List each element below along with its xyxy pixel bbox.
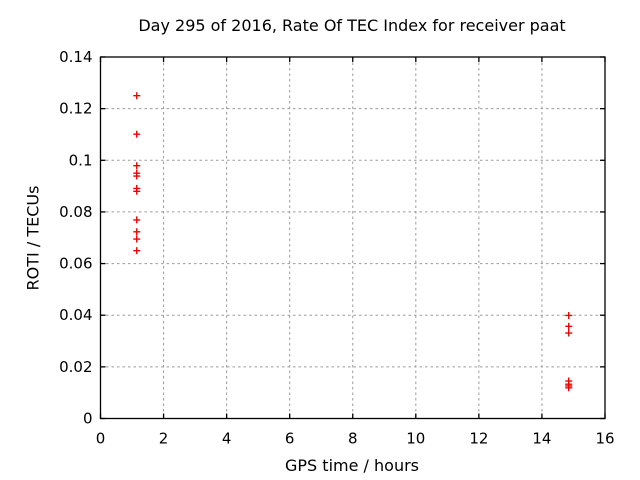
data-point [565,329,573,337]
data-point [565,311,573,319]
data-point [133,187,141,195]
x-axis-title: GPS time / hours [285,456,419,475]
y-tick-label: 0.1 [69,151,93,169]
y-tick-label: 0.14 [59,48,92,66]
y-tick-label: 0 [83,410,93,428]
data-point [133,216,141,224]
data-point [133,92,141,100]
data-point [565,322,573,330]
x-tick-label: 14 [532,430,551,448]
plot-border [99,56,606,420]
data-point [133,247,141,255]
y-tick-label: 0.06 [59,255,92,273]
data-point [133,235,141,243]
x-tick-label: 12 [469,430,488,448]
x-tick-label: 2 [159,430,169,448]
y-tick-label: 0.12 [59,100,92,118]
chart-title: Day 295 of 2016, Rate Of TEC Index for r… [138,16,566,35]
y-axis-title: ROTI / TECUs [23,185,43,291]
data-point [565,384,573,392]
y-tick-label: 0.08 [59,203,92,221]
data-point [133,130,141,138]
x-tick-label: 6 [285,430,295,448]
x-tick-label: 8 [348,430,358,448]
x-tick-label: 16 [595,430,614,448]
data-point [133,228,141,236]
y-tick-label: 0.02 [59,358,92,376]
data-point [133,162,141,170]
x-tick-label: 0 [96,430,106,448]
data-point [133,172,141,180]
y-tick-label: 0.04 [59,306,92,324]
x-tick-label: 10 [406,430,425,448]
x-tick-label: 4 [222,430,232,448]
